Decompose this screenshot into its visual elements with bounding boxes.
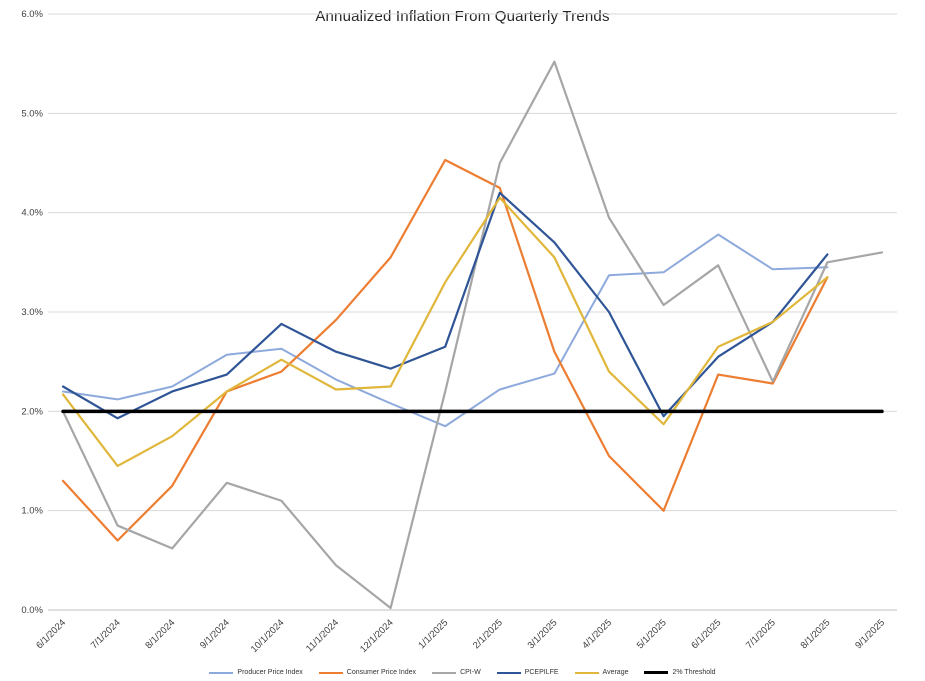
legend-item-2-threshold[interactable]: 2% Threshold: [644, 669, 716, 676]
series-line-cpi-w[interactable]: [61, 60, 884, 610]
series-line-pcepilfe[interactable]: [61, 191, 829, 420]
legend-item-pcepilfe[interactable]: PCEPILFE: [496, 669, 559, 676]
legend-line-swatch: [496, 671, 521, 674]
x-axis-label: 7/1/2024: [89, 617, 123, 651]
y-axis-label: 1.0%: [21, 506, 43, 517]
legend-label: Average: [602, 669, 629, 676]
x-axis-label: 12/1/2024: [358, 617, 396, 655]
legend-line-swatch: [318, 671, 343, 674]
y-axis-label: 5.0%: [21, 108, 43, 119]
legend-line-swatch: [574, 671, 599, 674]
plot-area[interactable]: 0.0% 1.0% 2.0% 3.0% 4.0% 5.0% 6.0% 6/1/2024 7/1/…: [0, 0, 925, 658]
chart-title: Annualized Inflation From Quarterly Tren…: [315, 8, 610, 25]
series-line-average[interactable]: [61, 196, 829, 468]
y-axis-label: 3.0%: [21, 307, 43, 318]
legend-label: Consumer Price Index: [346, 669, 417, 676]
series-line-consumer-price-index[interactable]: [61, 158, 829, 542]
legend-item-consumer-price-index[interactable]: Consumer Price Index: [318, 669, 417, 676]
x-axis-label: 1/1/2025: [416, 617, 450, 651]
x-axis-label: 3/1/2025: [526, 617, 560, 651]
x-axis-label: 6/1/2024: [34, 617, 68, 651]
legend-item-producer-price-index[interactable]: Producer Price Index: [209, 669, 303, 676]
x-axis-label: 4/1/2025: [580, 617, 614, 651]
legend-line-swatch: [432, 671, 457, 674]
legend-label: CPI-W: [460, 669, 481, 676]
legend-item-cpi-w[interactable]: CPI-W: [432, 669, 481, 676]
series-line-producer-price-index[interactable]: [62, 233, 829, 428]
legend-item-average[interactable]: Average: [574, 669, 629, 676]
x-axis-label: 8/1/2025: [799, 617, 833, 651]
legend: Producer Price Index Consumer Price Index…: [0, 669, 925, 676]
legend-label: 2% Threshold: [672, 669, 716, 676]
x-axis-label: 9/1/2025: [853, 617, 887, 651]
x-axis-label: 7/1/2025: [744, 617, 778, 651]
y-axis-label: 4.0%: [21, 208, 43, 219]
x-axis-label: 10/1/2024: [249, 617, 287, 655]
legend-label: PCEPILFE: [524, 669, 559, 676]
x-axis-label: 8/1/2024: [143, 617, 177, 651]
x-axis-label: 6/1/2025: [689, 617, 723, 651]
legend-label: Producer Price Index: [237, 669, 303, 676]
y-axis-label: 6.0%: [21, 9, 43, 20]
x-axis-label: 5/1/2025: [635, 617, 669, 651]
legend-line-swatch: [644, 671, 669, 674]
x-axis-label: 11/1/2024: [304, 617, 341, 654]
legend-line-swatch: [209, 671, 234, 674]
y-axis-label: 2.0%: [21, 406, 43, 417]
y-axis-label: 0.0%: [21, 605, 43, 616]
x-axis-label: 9/1/2024: [198, 617, 232, 651]
x-axis-label: 2/1/2025: [471, 617, 505, 651]
